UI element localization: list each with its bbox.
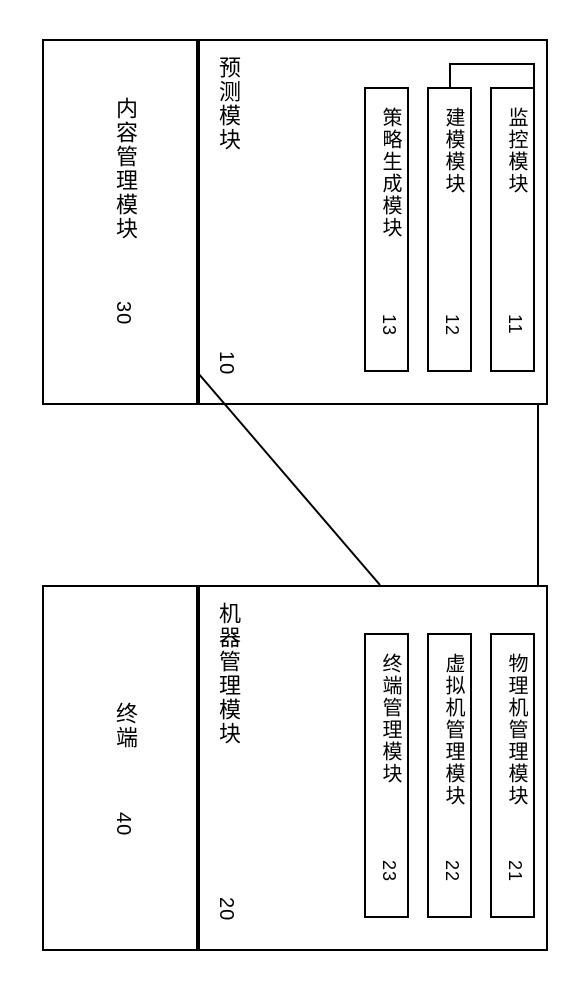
model-module: 建模模块 12 — [427, 87, 472, 372]
model-module-label: 建模模块 — [439, 107, 468, 195]
terminal-label: 终端 — [109, 702, 141, 750]
bracket-top — [449, 63, 535, 65]
virtual-mgmt-number: 22 — [441, 860, 462, 882]
monitor-module: 监控模块 11 — [490, 87, 535, 372]
content-mgmt-module: 内容管理模块 30 — [42, 39, 198, 405]
content-mgmt-label: 内容管理模块 — [109, 97, 141, 241]
bracket-left-drop — [449, 63, 451, 87]
machine-mgmt-label: 机器管理模块 — [212, 602, 244, 746]
prediction-module-label: 预测模块 — [212, 56, 244, 152]
physical-mgmt-number: 21 — [504, 860, 525, 882]
virtual-mgmt-module: 虚拟机管理模块 22 — [427, 633, 472, 918]
strategy-module: 策略生成模块 13 — [364, 87, 409, 372]
terminal-mgmt-module: 终端管理模块 23 — [364, 633, 409, 918]
connector-10-20 — [537, 405, 539, 585]
model-module-number: 12 — [441, 314, 462, 336]
bracket-right-drop — [533, 63, 535, 87]
physical-mgmt-module: 物理机管理模块 21 — [490, 633, 535, 918]
monitor-module-label: 监控模块 — [502, 107, 531, 195]
terminal-box: 终端 40 — [42, 585, 198, 951]
terminal-mgmt-number: 23 — [378, 860, 399, 882]
strategy-module-number: 13 — [378, 314, 399, 336]
prediction-module-number: 10 — [214, 351, 237, 375]
machine-mgmt-number: 20 — [214, 897, 237, 921]
physical-mgmt-label: 物理机管理模块 — [502, 653, 531, 807]
terminal-number: 40 — [111, 812, 134, 836]
monitor-module-number: 11 — [504, 314, 525, 335]
content-mgmt-number: 30 — [111, 301, 134, 325]
terminal-mgmt-label: 终端管理模块 — [376, 653, 405, 785]
strategy-module-label: 策略生成模块 — [376, 107, 405, 239]
virtual-mgmt-label: 虚拟机管理模块 — [439, 653, 468, 807]
